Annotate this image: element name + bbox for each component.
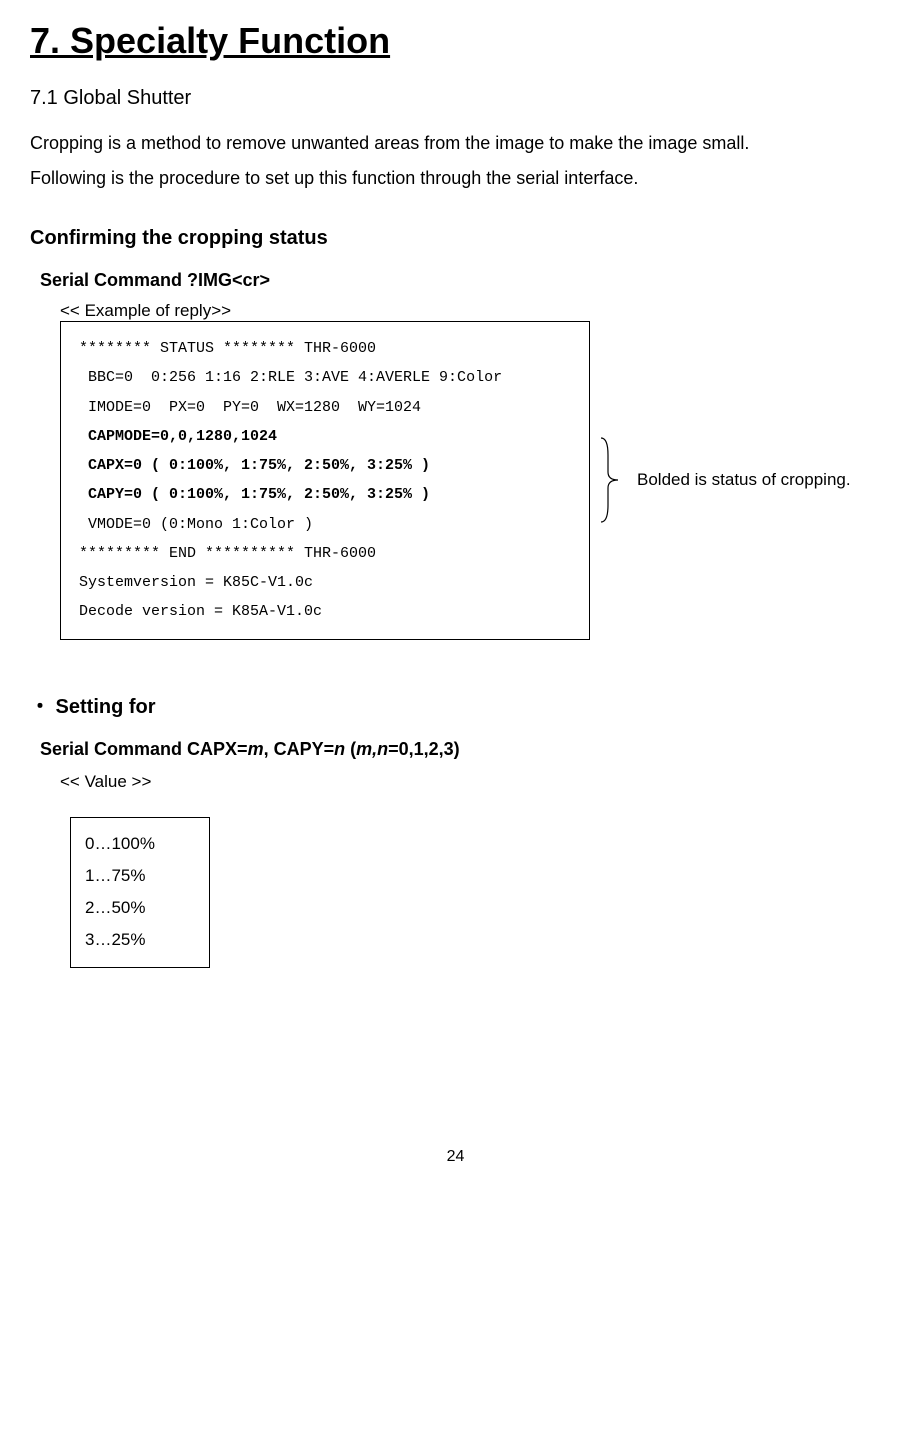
cmd-var-m: m [248, 739, 264, 759]
status-line: VMODE=0 (0:Mono 1:Color ) [79, 510, 571, 539]
cmd-text: ( [345, 739, 356, 759]
cmd-text: , CAPY= [264, 739, 335, 759]
status-line: BBC=0 0:256 1:16 2:RLE 3:AVE 4:AVERLE 9:… [79, 363, 571, 392]
cmd-var-n: n [334, 739, 345, 759]
value-box: 0…100% 1…75% 2…50% 3…25% [70, 817, 210, 968]
brace-icon [598, 435, 622, 525]
intro-paragraph-1: Cropping is a method to remove unwanted … [30, 130, 881, 157]
status-line: ******** STATUS ******** THR-6000 [79, 334, 571, 363]
status-output-box: ******** STATUS ******** THR-6000 BBC=0 … [60, 321, 590, 640]
example-of-reply-label: << Example of reply>> [60, 301, 881, 321]
value-row: 1…75% [85, 860, 195, 892]
value-row: 3…25% [85, 924, 195, 956]
annotation-text: Bolded is status of cropping. [637, 470, 851, 490]
status-line-bold: CAPY=0 ( 0:100%, 1:75%, 2:50%, 3:25% ) [79, 480, 571, 509]
status-line-bold: CAPX=0 ( 0:100%, 1:75%, 2:50%, 3:25% ) [79, 451, 571, 480]
status-line: IMODE=0 PX=0 PY=0 WX=1280 WY=1024 [79, 393, 571, 422]
value-row: 2…50% [85, 892, 195, 924]
setting-for-heading: ・ Setting for [30, 690, 881, 719]
value-label: << Value >> [60, 772, 881, 792]
status-line-bold: CAPMODE=0,0,1280,1024 [79, 422, 571, 451]
serial-command-label-2: Serial Command CAPX=m, CAPY=n (m,n=0,1,2… [40, 739, 881, 760]
cmd-var-mn: m,n [356, 739, 388, 759]
status-line: Decode version = K85A-V1.0c [79, 597, 571, 626]
page-title: 7. Specialty Function [30, 20, 881, 62]
intro-paragraph-2: Following is the procedure to set up thi… [30, 165, 881, 192]
subsection-heading: Confirming the cropping status [30, 227, 881, 250]
cmd-text: =0,1,2,3) [388, 739, 460, 759]
status-line: ********* END ********** THR-6000 [79, 539, 571, 568]
status-line: Systemversion = K85C-V1.0c [79, 568, 571, 597]
cmd-text: Serial Command CAPX= [40, 739, 248, 759]
section-title: 7.1 Global Shutter [30, 87, 881, 110]
page-number: 24 [30, 1148, 881, 1166]
value-row: 0…100% [85, 828, 195, 860]
annotation-bracket-wrap: Bolded is status of cropping. [598, 435, 851, 525]
serial-command-label-1: Serial Command ?IMG<cr> [40, 270, 881, 291]
